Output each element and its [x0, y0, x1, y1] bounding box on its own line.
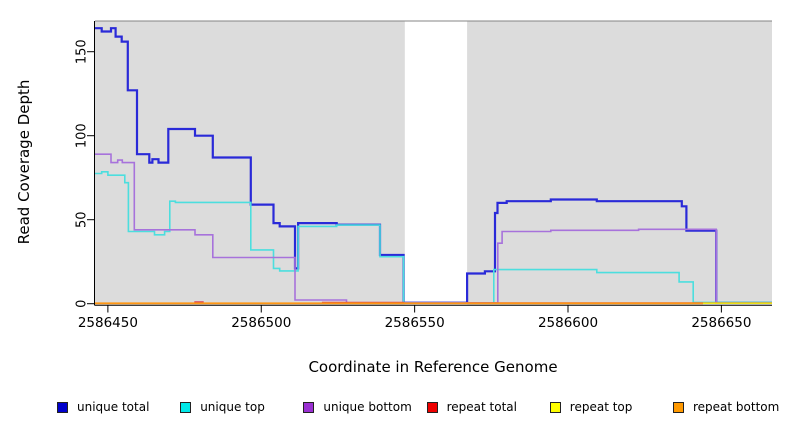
legend-label: repeat top	[569, 400, 633, 414]
legend-label: unique bottom	[323, 400, 412, 414]
y-tick-label: 0	[75, 300, 90, 308]
series-unique-top	[95, 171, 772, 304]
legend-item-unique-top: unique top	[180, 400, 265, 414]
y-tick-label: 100	[75, 123, 90, 148]
x-tick-label: 2586650	[691, 315, 751, 331]
x-tick-label: 2586550	[385, 315, 445, 331]
legend-item-repeat-total: repeat total	[426, 400, 517, 414]
x-tick-label: 2586600	[538, 315, 598, 331]
y-tick-label: 50	[75, 211, 90, 228]
x-axis-title: Coordinate in Reference Genome	[308, 358, 558, 376]
legend-swatch-repeat-total	[426, 401, 438, 413]
legend-label: unique total	[77, 400, 150, 414]
legend-swatch-unique-total	[57, 401, 68, 413]
legend-label: repeat total	[446, 400, 517, 414]
legend-swatch-repeat-bottom	[673, 401, 684, 413]
x-tick-label: 2586450	[78, 315, 138, 331]
legend-item-unique-total: unique total	[57, 400, 149, 414]
no-data-gap	[404, 21, 468, 305]
y-axis-title: Read Coverage Depth	[15, 79, 33, 245]
y-tick-label: 150	[75, 39, 90, 64]
legend-item-repeat-bottom: repeat bottom	[673, 400, 779, 414]
series-unique-total	[95, 27, 772, 304]
legend-swatch-unique-top	[180, 401, 192, 413]
legend: unique total unique top unique bottom repea…	[0, 396, 792, 426]
legend-item-repeat-top: repeat top	[549, 400, 633, 414]
legend-item-unique-bottom: unique bottom	[303, 400, 412, 414]
legend-swatch-repeat-top	[549, 401, 561, 413]
x-tick-label: 2586500	[231, 315, 291, 331]
legend-label: repeat bottom	[693, 400, 780, 414]
legend-label: unique top	[200, 400, 265, 414]
legend-swatch-unique-bottom	[303, 401, 315, 413]
series-unique-bottom	[95, 153, 772, 304]
